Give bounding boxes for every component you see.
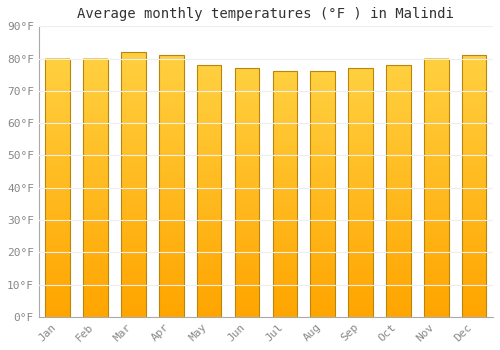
Bar	[462, 55, 486, 317]
Bar	[386, 65, 410, 317]
Bar	[197, 65, 222, 317]
Bar	[46, 58, 70, 317]
Bar	[159, 55, 184, 317]
Bar	[310, 71, 335, 317]
Bar	[84, 58, 108, 317]
Bar	[272, 71, 297, 317]
Bar	[121, 52, 146, 317]
Bar	[424, 58, 448, 317]
Title: Average monthly temperatures (°F ) in Malindi: Average monthly temperatures (°F ) in Ma…	[78, 7, 454, 21]
Bar	[234, 68, 260, 317]
Bar	[348, 68, 373, 317]
